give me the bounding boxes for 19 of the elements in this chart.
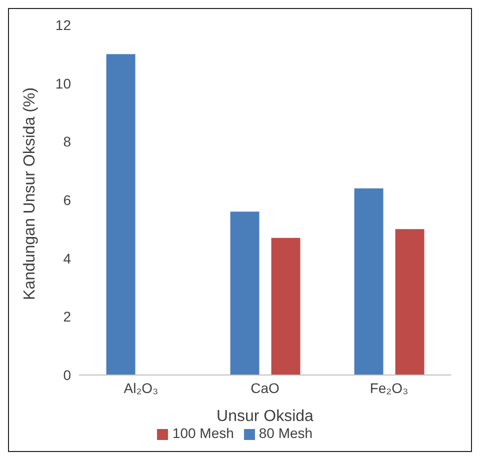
x-tick-label: Al₂O₃	[124, 380, 158, 396]
legend-label: 80 Mesh	[258, 425, 313, 441]
bar	[230, 212, 260, 375]
bar	[106, 54, 136, 375]
y-tick-label: 8	[63, 134, 72, 150]
legend-label: 100 Mesh	[172, 425, 234, 441]
bar	[354, 188, 384, 375]
x-tick-label: CaO	[250, 380, 280, 396]
y-tick-label: 4	[63, 250, 72, 266]
bar	[395, 229, 424, 375]
y-tick-label: 10	[55, 75, 72, 92]
y-tick-label: 12	[55, 16, 72, 33]
y-axis-title: Kandungan Unsur Oksida (%)	[22, 87, 39, 300]
x-axis-title: Unsur Oksida	[216, 408, 314, 425]
y-tick-label: 2	[63, 308, 72, 325]
bar	[271, 238, 300, 375]
x-tick-label: Fe₂O₃	[370, 380, 408, 396]
y-tick-label: 6	[63, 192, 72, 208]
y-tick-label: 0	[63, 366, 72, 383]
